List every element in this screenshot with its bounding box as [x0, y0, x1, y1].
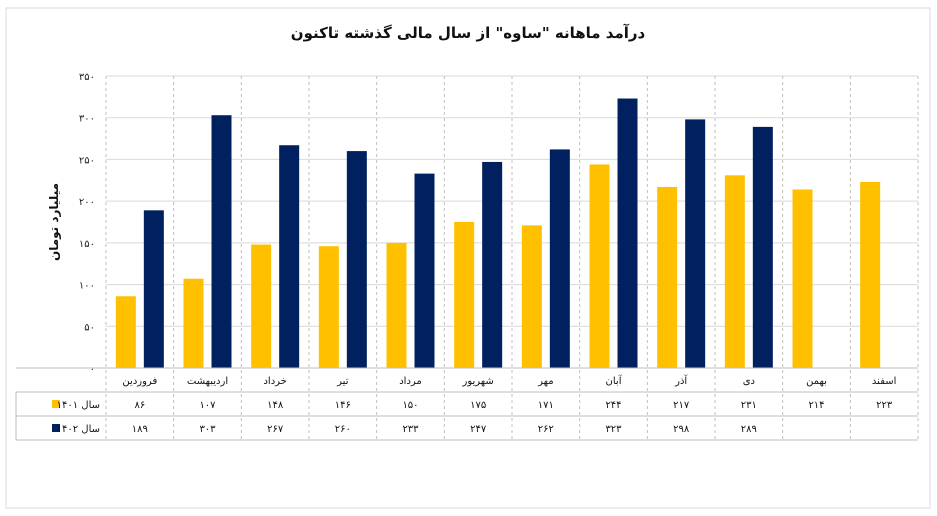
data-label: ۱۸۹ [132, 424, 148, 435]
bar-series2 [211, 115, 232, 368]
bar-series1 [860, 181, 881, 368]
x-category-label: خرداد [263, 376, 286, 387]
bar-series1 [454, 222, 475, 368]
bar-series1 [183, 278, 204, 368]
y-tick-label: ۰ [90, 364, 95, 375]
bar-series1 [115, 296, 136, 368]
x-category-label: تیر [336, 376, 349, 387]
data-label: ۱۵۰ [402, 400, 418, 411]
y-axis-ticks: ۰ ۵۰ ۱۰۰ ۱۵۰ ۲۰۰ ۲۵۰ ۳۰۰ ۳۵۰ [79, 72, 95, 375]
data-label: ۲۱۴ [808, 400, 824, 411]
bar-series1 [792, 189, 813, 368]
x-category-label: آبان [606, 374, 623, 387]
data-label: ۲۶۷ [267, 424, 284, 435]
data-label: ۱۰۷ [199, 400, 216, 411]
x-category-label: بهمن [806, 376, 827, 387]
data-label: ۲۳۳ [402, 424, 419, 435]
x-category-label: مرداد [399, 376, 422, 387]
x-category-label: مهر [537, 376, 553, 387]
y-tick-label: ۱۰۰ [79, 281, 95, 292]
data-label: ۲۱۷ [673, 400, 690, 411]
bar-series2 [143, 210, 164, 368]
bar-series2 [549, 149, 570, 368]
bar-series1 [724, 175, 745, 368]
data-label: ۱۷۱ [538, 400, 554, 411]
x-category-label: دی [743, 376, 755, 387]
data-label: ۲۶۰ [335, 424, 351, 435]
data-label: ۲۳۱ [741, 400, 757, 411]
data-label: ۲۹۸ [673, 424, 690, 435]
x-category-label: فروردین [122, 376, 157, 387]
legend-label: سال ۱۴۰۱ [57, 400, 100, 411]
y-tick-label: ۳۰۰ [79, 114, 95, 125]
bars [115, 98, 881, 369]
bar-series1 [657, 186, 678, 368]
legend-swatch [52, 424, 60, 432]
bar-series2 [346, 151, 367, 368]
data-label: ۱۴۸ [267, 400, 284, 411]
bar-series1 [386, 242, 407, 368]
data-table: فروردین اردیبهشت خرداد تیر مرداد شهریور مهر آبا… [15, 367, 918, 441]
y-tick-label: ۵۰ [84, 322, 95, 333]
bar-series1 [589, 164, 610, 368]
bar-series1 [521, 225, 542, 368]
y-tick-label: ۲۵۰ [79, 155, 95, 166]
x-category-label: اسفند [872, 376, 896, 387]
data-label: ۲۲۳ [876, 400, 893, 411]
x-category-label: آذر [674, 374, 688, 387]
bar-series2 [482, 161, 503, 368]
bar-series1 [318, 246, 339, 368]
chart-title: درآمد ماهانه "ساوه" از سال مالی گذشته تا… [291, 24, 646, 42]
y-axis-label: میلیارد تومان [47, 183, 62, 261]
data-label: ۱۴۶ [335, 400, 351, 411]
x-category-label: اردیبهشت [187, 376, 228, 387]
data-label: ۸۶ [134, 400, 145, 411]
x-category-label: شهریور [462, 376, 494, 387]
data-label: ۲۶۲ [538, 424, 554, 435]
y-tick-label: ۱۵۰ [79, 239, 95, 250]
data-label: ۲۸۹ [741, 424, 757, 435]
bar-series2 [617, 98, 638, 369]
legend-label: سال ۱۴۰۲ [57, 424, 100, 435]
data-label: ۲۴۷ [470, 424, 487, 435]
data-label: ۳۲۳ [605, 424, 622, 435]
data-label: ۱۷۵ [470, 400, 486, 411]
data-label: ۲۴۴ [605, 400, 621, 411]
y-tick-label: ۲۰۰ [79, 197, 95, 208]
bar-series2 [279, 145, 300, 368]
data-label: ۳۰۳ [199, 424, 216, 435]
bar-series2 [752, 126, 773, 369]
bar-series1 [251, 244, 272, 368]
y-tick-label: ۳۵۰ [79, 72, 95, 83]
bar-series2 [414, 173, 435, 368]
bar-series2 [685, 119, 706, 368]
legend-swatch [52, 400, 60, 408]
